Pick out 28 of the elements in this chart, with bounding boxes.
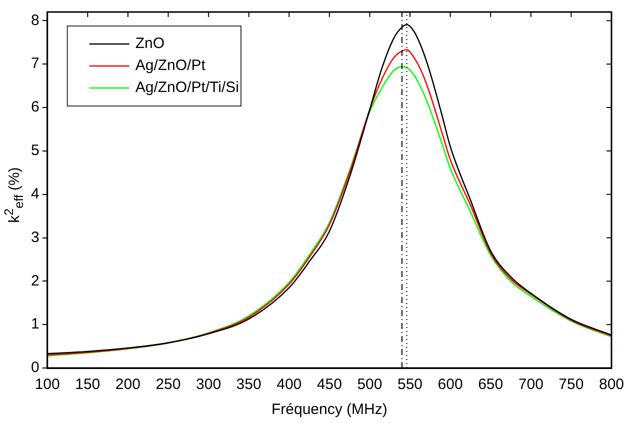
y-tick-label: 7 [31, 55, 40, 72]
x-tick-label: 500 [357, 376, 382, 394]
x-tick-label: 350 [236, 376, 262, 394]
x-tick-label: 750 [558, 376, 584, 394]
y-tick-label: 8 [31, 12, 40, 29]
x-tick-label: 600 [438, 376, 463, 394]
x-tick-label: 450 [316, 376, 342, 394]
x-tick-label: 100 [34, 376, 60, 394]
y-tick-label: 2 [31, 272, 40, 290]
legend-label: Ag/ZnO/Pt/Ti/Si [135, 79, 239, 96]
y-tick-label: 5 [31, 142, 40, 160]
x-tick-label: 200 [115, 376, 140, 394]
x-axis-title: Fréquency (MHz) [271, 401, 388, 418]
x-tick-label: 550 [397, 376, 423, 394]
y-tick-label: 6 [31, 98, 40, 116]
x-tick-label: 700 [518, 376, 544, 394]
y-tick-label: 1 [31, 316, 40, 333]
x-tick-label: 250 [156, 376, 181, 394]
y-tick-label: 0 [31, 359, 40, 376]
x-tick-label: 650 [478, 376, 504, 394]
y-tick-label: 4 [31, 185, 40, 202]
legend-label: ZnO [135, 35, 165, 52]
legend-label: Ag/ZnO/Pt [135, 57, 206, 74]
x-tick-label: 800 [598, 376, 624, 394]
x-tick-label: 300 [196, 376, 222, 394]
x-tick-label: 150 [75, 376, 100, 394]
x-tick-label: 400 [276, 376, 302, 394]
y-tick-label: 3 [31, 228, 40, 246]
